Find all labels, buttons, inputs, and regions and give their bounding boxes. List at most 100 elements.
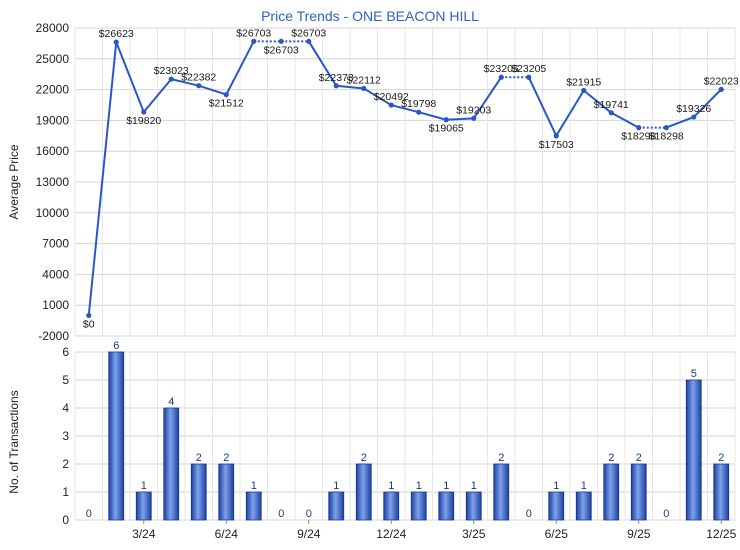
price-point [388,102,394,108]
transaction-bar [190,463,207,521]
price-line-segment [87,42,118,316]
transaction-count-label: 1 [553,480,559,492]
price-data-label: $19820 [126,115,161,127]
x-tick-label: 3/24 [132,527,156,541]
transaction-count-label: 1 [416,480,422,492]
transaction-count-label: 2 [223,452,229,464]
transaction-count-label: 1 [141,480,147,492]
price-data-label: $26703 [291,27,326,39]
price-tick-label: 16000 [36,144,70,158]
price-point [306,38,312,44]
transaction-count-label: 1 [471,480,477,492]
transactions-tick-label: 0 [62,513,69,527]
x-tick-label: 9/25 [627,527,651,541]
price-point [718,86,724,92]
transaction-bar [575,491,592,521]
price-line-segment [336,84,364,90]
price-point [553,133,559,139]
price-data-label: $20492 [374,91,409,103]
price-point [526,74,532,80]
price-line-segment [555,89,585,137]
transaction-bar [383,491,400,521]
price-point [416,109,422,115]
price-data-label: $21915 [566,76,601,88]
price-point [196,83,202,89]
price-tick-label: 13000 [36,175,70,189]
transaction-count-label: 6 [113,340,119,352]
transaction-bar [713,463,730,521]
price-data-label: $22112 [347,74,381,86]
transaction-bar [355,463,372,521]
transaction-bar [410,491,427,521]
x-tick-label: 6/24 [215,527,239,541]
transaction-bar [493,463,510,521]
transactions-tick-label: 6 [62,345,69,359]
transaction-bar [685,379,702,521]
transaction-count-label: 0 [663,508,669,520]
price-tick-label: 19000 [36,113,70,127]
price-line-segment [446,117,474,121]
transaction-count-label: 2 [636,452,642,464]
price-point [691,114,697,120]
transaction-bar [108,351,125,521]
price-point [223,92,229,98]
price-line-segment [527,76,558,137]
price-data-label: $26703 [264,44,299,56]
price-line-segment [665,116,695,129]
price-data-label: $21512 [209,98,244,110]
price-tick-label: 4000 [42,267,69,281]
price-line-segment [610,111,640,129]
transactions-tick-label: 4 [62,401,69,415]
price-tick-label: 28000 [36,21,70,35]
price-point [168,76,174,82]
transaction-count-label: 1 [388,480,394,492]
transactions-tick-label: 1 [62,485,69,499]
price-line-segment [171,78,199,87]
price-point [636,125,642,131]
price-tick-label: 25000 [36,52,70,66]
transactions-tick-label: 3 [62,429,69,443]
price-point [361,85,367,92]
transaction-count-label: 2 [498,452,504,464]
price-tick-label: 7000 [42,237,69,251]
transaction-count-label: 2 [718,452,724,464]
price-line-segment [363,87,392,106]
transaction-count-label: 0 [306,508,312,520]
transaction-bar [245,491,262,521]
price-line-segment [472,76,503,119]
price-data-label: $22373 [319,72,354,84]
x-tick-label: 6/25 [545,527,569,541]
price-line-segment [583,89,612,114]
price-tick-label: 22000 [36,83,70,97]
transaction-bar [218,463,235,521]
price-tick-label: 1000 [42,298,69,312]
transaction-bar [328,491,345,521]
transaction-bar [438,491,455,521]
x-tick-label: 12/25 [706,527,736,541]
price-point [663,125,669,131]
price-data-label: $19741 [594,99,629,111]
transactions-tick-label: 5 [62,373,69,387]
transactions-tick-label: 2 [62,457,69,471]
x-tick-label: 9/24 [297,527,321,541]
transaction-count-label: 4 [168,396,174,408]
transaction-bar [135,491,152,521]
transaction-count-label: 0 [86,508,92,520]
price-point [141,109,147,115]
price-data-label: $23205 [484,63,519,75]
price-point [471,115,477,121]
transaction-count-label: 1 [443,480,449,492]
transaction-count-label: 1 [581,480,587,492]
transaction-count-label: 2 [196,452,202,464]
price-axis-title: Average Price [7,144,21,219]
price-data-label: $19326 [676,103,711,115]
price-line-segment [198,84,227,96]
price-point [498,74,504,80]
price-line-segment [307,40,338,87]
transaction-count-label: 0 [526,508,532,520]
price-line-segment [418,111,447,121]
transaction-bar [630,463,647,521]
price-tick-label: 10000 [36,206,70,220]
price-tick-label: -2000 [38,329,69,343]
price-point [113,39,119,45]
